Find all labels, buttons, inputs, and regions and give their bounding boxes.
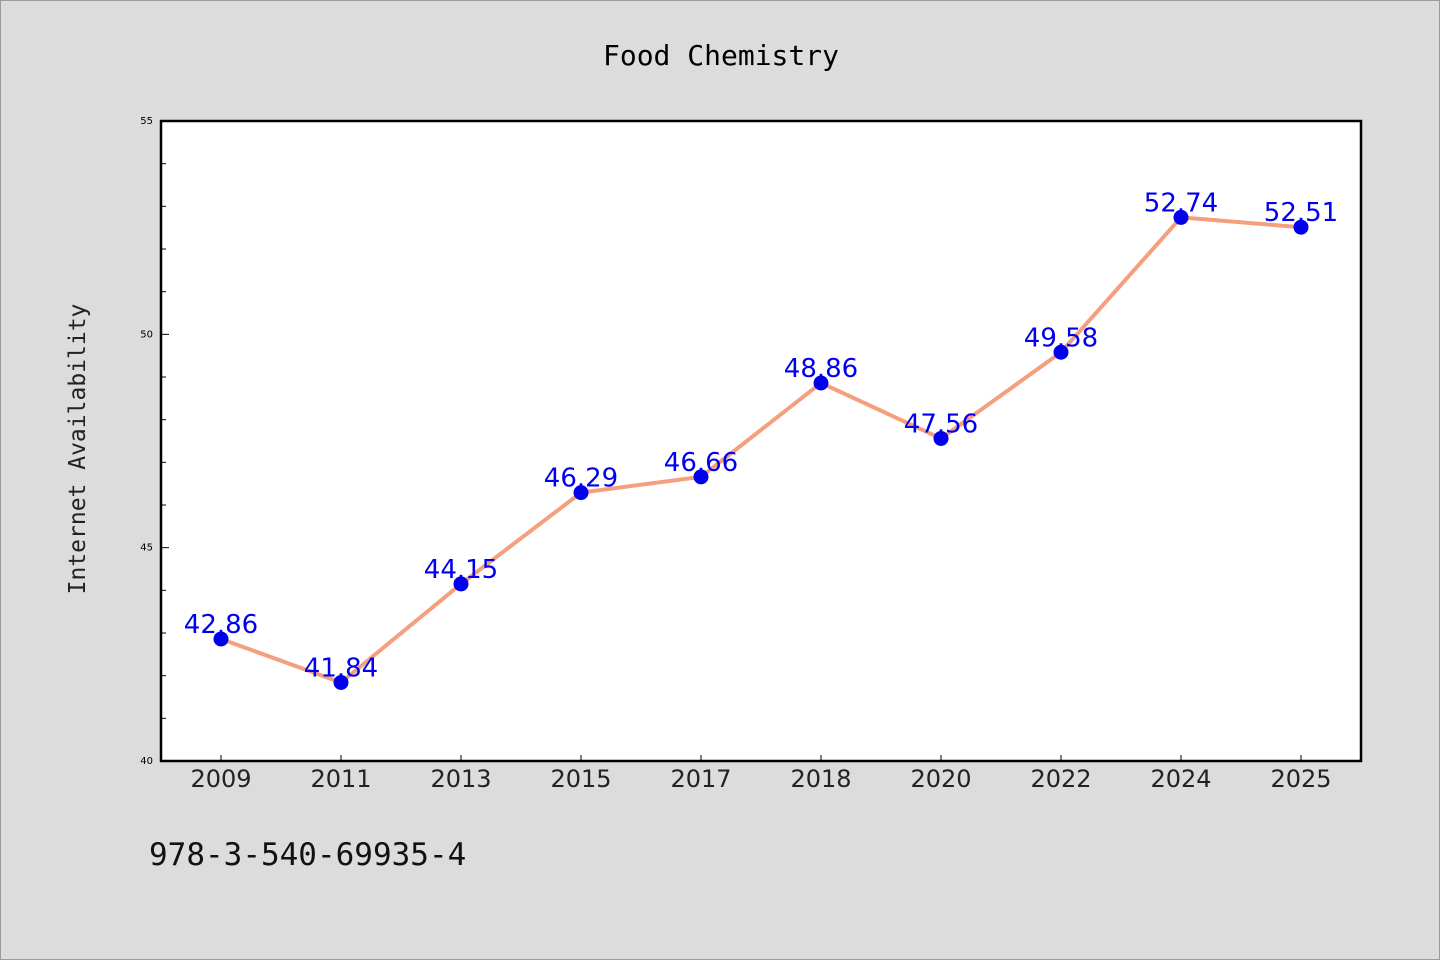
y-tick-label: 45	[140, 543, 153, 554]
x-tick-label: 2022	[1030, 765, 1091, 793]
data-labels: 42.86 41.84 44.15 46.29 46.66 48.86 47.56 49.58…	[184, 188, 1338, 683]
data-label: 48.86	[784, 354, 858, 384]
x-tick-label: 2015	[550, 765, 611, 793]
data-point-marker	[1173, 209, 1189, 225]
x-tick-label: 2009	[190, 765, 251, 793]
series-markers	[213, 209, 1309, 690]
chart-title: Food Chemistry	[603, 39, 839, 72]
data-label: 52.51	[1264, 198, 1338, 228]
data-label: 46.66	[664, 448, 738, 478]
x-tick-label: 2020	[910, 765, 971, 793]
y-tick-label: 50	[140, 329, 153, 340]
x-tick-label: 2011	[310, 765, 371, 793]
data-point-marker	[213, 631, 229, 647]
data-point-marker	[693, 469, 709, 485]
data-point-marker	[333, 674, 349, 690]
data-label: 44.15	[424, 555, 498, 585]
plot-frame	[159, 119, 1363, 763]
data-point-marker	[933, 430, 949, 446]
data-label: 42.86	[184, 610, 258, 640]
data-label: 47.56	[904, 409, 978, 439]
y-axis-label: Internet Availability	[65, 304, 91, 595]
series-line-layer	[219, 215, 1303, 685]
data-point-marker	[453, 576, 469, 592]
plot-area	[161, 121, 1361, 761]
x-tick-label: 2025	[1270, 765, 1331, 793]
data-label: 52.74	[1144, 188, 1218, 218]
axis-ticks: 2009 2011 2013 2015 2017 2018 2020 2022 2024 2025…	[140, 116, 1331, 793]
x-tick-label: 2013	[430, 765, 491, 793]
data-point-marker	[813, 375, 829, 391]
x-tick-label: 2018	[790, 765, 851, 793]
x-tick-label: 2017	[670, 765, 731, 793]
series-line	[219, 215, 1303, 685]
footer-isbn: 978-3-540-69935-4	[149, 837, 466, 873]
y-tick-label: 40	[140, 756, 153, 767]
data-point-marker	[1053, 344, 1069, 360]
data-point-marker	[573, 485, 589, 501]
y-tick-label: 55	[140, 116, 153, 127]
data-label: 46.29	[544, 464, 618, 494]
data-label: 41.84	[304, 653, 378, 683]
data-label: 49.58	[1024, 323, 1098, 353]
data-point-marker	[1293, 219, 1309, 235]
x-tick-label: 2024	[1150, 765, 1211, 793]
